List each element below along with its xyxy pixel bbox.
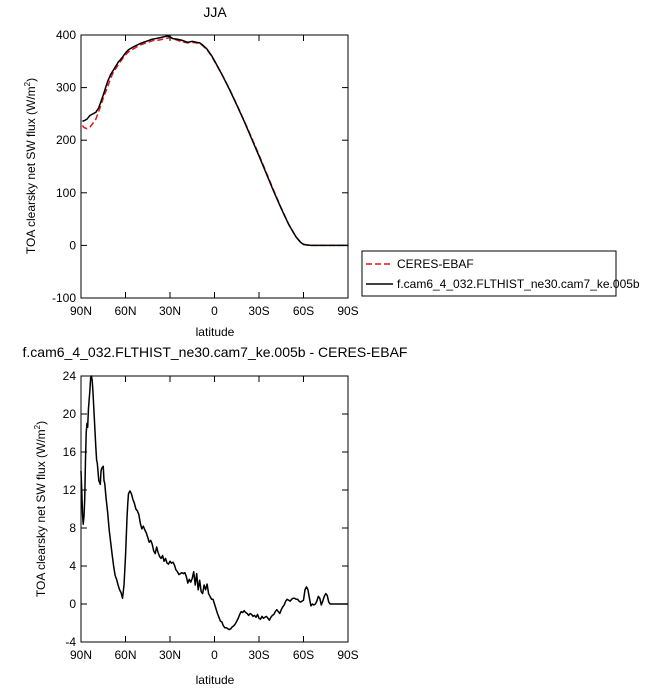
bottom-y-tick-label: 8 [69,521,76,535]
top-y-axis-label: TOA clearsky net SW flux (W/m2) [23,78,38,254]
top-x-tick-label: 60S [293,304,314,318]
bottom-series-line-0 [80,375,348,631]
bottom-x-tick-label: 60S [293,648,314,662]
bottom-x-tick-label: 90S [337,648,358,662]
bottom-x-tick-label: 60N [114,648,136,662]
top-plot-area [81,35,348,247]
top-x-tick-label: 30S [248,304,269,318]
top-x-tick-label: 0 [211,304,218,318]
top-series-line-1 [82,35,348,247]
bottom-chart-title: f.cam6_4_032.FLTHIST_ne30.cam7_ke.005b -… [23,344,408,360]
bottom-x-axis: 90N 60N 30N 0 30S 60S 90S [70,376,359,662]
bottom-x-tick-label: 30S [248,648,269,662]
top-y-tick-label: 100 [56,186,76,200]
bottom-y-tick-label: 16 [63,445,77,459]
top-y-tick-label: 200 [56,133,76,147]
bottom-plot-area [80,375,348,631]
bottom-x-tick-label: 0 [211,648,218,662]
bottom-x-tick-label: 30N [159,648,181,662]
top-plot-frame [80,34,349,299]
legend-label-ceres: CERES-EBAF [397,257,474,271]
legend-label-model: f.cam6_4_032.FLTHIST_ne30.cam7_ke.005b [397,277,640,291]
bottom-y-tick-label: 4 [69,559,76,573]
top-x-axis-label: latitude [196,325,235,339]
bottom-y-axis-label: TOA clearsky net SW flux (W/m2) [33,421,48,597]
top-x-axis: 90N 60N 30N 0 30S 60S 90S [70,35,359,318]
top-chart-title: JJA [203,4,227,20]
top-x-tick-label: 60N [114,304,136,318]
bottom-y-tick-label: 20 [63,407,77,421]
bottom-x-tick-label: 90N [70,648,92,662]
top-x-tick-label: 90N [70,304,92,318]
top-x-tick-label: 30N [159,304,181,318]
top-y-tick-label: 300 [56,81,76,95]
top-y-tick-label: -100 [52,291,76,305]
bottom-y-tick-label: 0 [69,597,76,611]
bottom-y-tick-label: 24 [63,369,77,383]
bottom-x-axis-label: latitude [196,673,235,687]
top-legend: CERES-EBAF f.cam6_4_032.FLTHIST_ne30.cam… [361,250,640,297]
top-y-axis: -100 0 100 200 300 400 [52,28,348,305]
top-x-tick-label: 90S [337,304,358,318]
top-series-line-0 [81,36,348,247]
bottom-y-tick-label: -4 [65,635,76,649]
bottom-panel: f.cam6_4_032.FLTHIST_ne30.cam7_ke.005b -… [23,344,408,687]
top-y-tick-label: 0 [69,238,76,252]
bottom-y-tick-label: 12 [63,483,77,497]
top-y-tick-label: 400 [56,28,76,42]
bottom-y-axis: -4 0 4 8 12 16 20 24 [63,369,348,649]
legend-box [361,250,617,297]
